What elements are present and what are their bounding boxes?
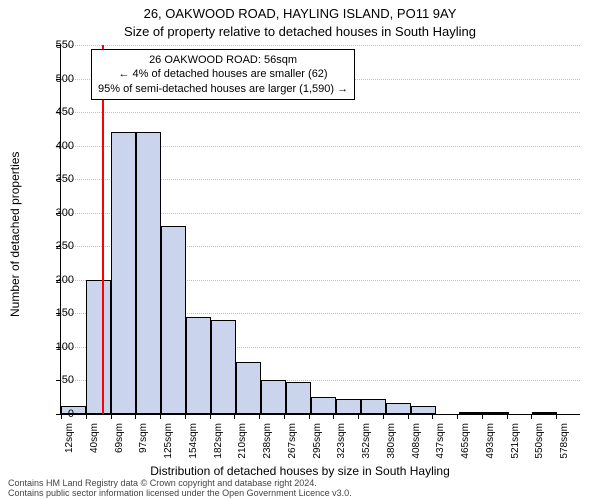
footer-line2: Contains public sector information licen… xyxy=(8,489,352,499)
chart-title-description: Size of property relative to detached ho… xyxy=(0,24,600,39)
chart-container: 26, OAKWOOD ROAD, HAYLING ISLAND, PO11 9… xyxy=(0,0,600,500)
y-tick-label: 400 xyxy=(44,140,74,152)
y-tick-label: 50 xyxy=(44,374,74,386)
footer-attribution: Contains HM Land Registry data © Crown c… xyxy=(8,479,352,499)
x-tick-mark xyxy=(507,414,508,419)
x-tick-mark xyxy=(383,414,384,419)
x-tick-label: 182sqm xyxy=(213,423,224,473)
x-tick-label: 550sqm xyxy=(534,423,545,473)
x-tick-mark xyxy=(111,414,112,419)
chart-title-address: 26, OAKWOOD ROAD, HAYLING ISLAND, PO11 9… xyxy=(0,6,600,21)
histogram-bar xyxy=(411,406,436,414)
x-tick-mark xyxy=(432,414,433,419)
x-tick-label: 578sqm xyxy=(559,423,570,473)
x-tick-label: 154sqm xyxy=(188,423,199,473)
x-tick-label: 465sqm xyxy=(460,423,471,473)
x-tick-mark xyxy=(482,414,483,419)
histogram-bar xyxy=(484,412,509,414)
histogram-bar xyxy=(459,412,484,414)
histogram-bar xyxy=(361,399,386,414)
annotation-line3: 95% of semi-detached houses are larger (… xyxy=(98,82,348,96)
x-tick-label: 97sqm xyxy=(138,423,149,473)
annotation-line2: ← 4% of detached houses are smaller (62) xyxy=(98,67,348,81)
x-tick-label: 267sqm xyxy=(287,423,298,473)
y-tick-label: 250 xyxy=(44,240,74,252)
x-tick-label: 437sqm xyxy=(435,423,446,473)
x-tick-label: 238sqm xyxy=(262,423,273,473)
y-tick-label: 500 xyxy=(44,73,74,85)
x-tick-mark xyxy=(259,414,260,419)
histogram-bar xyxy=(336,399,361,414)
y-tick-label: 100 xyxy=(44,341,74,353)
y-tick-label: 150 xyxy=(44,307,74,319)
x-tick-label: 323sqm xyxy=(336,423,347,473)
x-tick-mark xyxy=(457,414,458,419)
x-tick-label: 408sqm xyxy=(411,423,422,473)
histogram-bar xyxy=(386,403,411,414)
x-tick-mark xyxy=(408,414,409,419)
histogram-bar xyxy=(161,226,186,414)
histogram-bar xyxy=(136,132,161,414)
x-tick-mark xyxy=(86,414,87,419)
histogram-bar xyxy=(86,280,111,414)
x-tick-mark xyxy=(531,414,532,419)
plot-area: 26 OAKWOOD ROAD: 56sqm ← 4% of detached … xyxy=(60,45,580,415)
x-tick-label: 40sqm xyxy=(89,423,100,473)
x-tick-mark xyxy=(160,414,161,419)
x-tick-label: 295sqm xyxy=(312,423,323,473)
histogram-bar xyxy=(236,362,261,414)
x-tick-label: 493sqm xyxy=(485,423,496,473)
y-tick-label: 200 xyxy=(44,274,74,286)
y-tick-label: 350 xyxy=(44,173,74,185)
x-tick-mark xyxy=(210,414,211,419)
histogram-bar xyxy=(261,380,286,414)
x-tick-label: 521sqm xyxy=(510,423,521,473)
y-tick-label: 550 xyxy=(44,39,74,51)
y-tick-label: 300 xyxy=(44,207,74,219)
x-tick-mark xyxy=(234,414,235,419)
histogram-bar xyxy=(186,317,211,414)
annotation-line1: 26 OAKWOOD ROAD: 56sqm xyxy=(98,53,348,67)
annotation-box: 26 OAKWOOD ROAD: 56sqm ← 4% of detached … xyxy=(91,49,355,100)
histogram-bar xyxy=(211,320,236,414)
y-axis-label: Number of detached properties xyxy=(8,152,22,317)
x-tick-mark xyxy=(185,414,186,419)
y-tick-label: 450 xyxy=(44,106,74,118)
x-tick-mark xyxy=(333,414,334,419)
x-tick-mark xyxy=(135,414,136,419)
histogram-bar xyxy=(111,132,136,414)
reference-line xyxy=(102,45,104,414)
x-tick-mark xyxy=(358,414,359,419)
x-tick-label: 125sqm xyxy=(163,423,174,473)
y-tick-label: 0 xyxy=(44,408,74,420)
x-tick-mark xyxy=(284,414,285,419)
histogram-bar xyxy=(532,412,557,414)
x-tick-mark xyxy=(309,414,310,419)
x-tick-label: 352sqm xyxy=(361,423,372,473)
x-tick-label: 210sqm xyxy=(237,423,248,473)
x-tick-mark xyxy=(556,414,557,419)
histogram-bar xyxy=(286,382,311,414)
x-tick-label: 69sqm xyxy=(114,423,125,473)
bars-group xyxy=(61,45,580,414)
histogram-bar xyxy=(311,397,336,414)
x-tick-label: 380sqm xyxy=(386,423,397,473)
x-tick-label: 12sqm xyxy=(64,423,75,473)
